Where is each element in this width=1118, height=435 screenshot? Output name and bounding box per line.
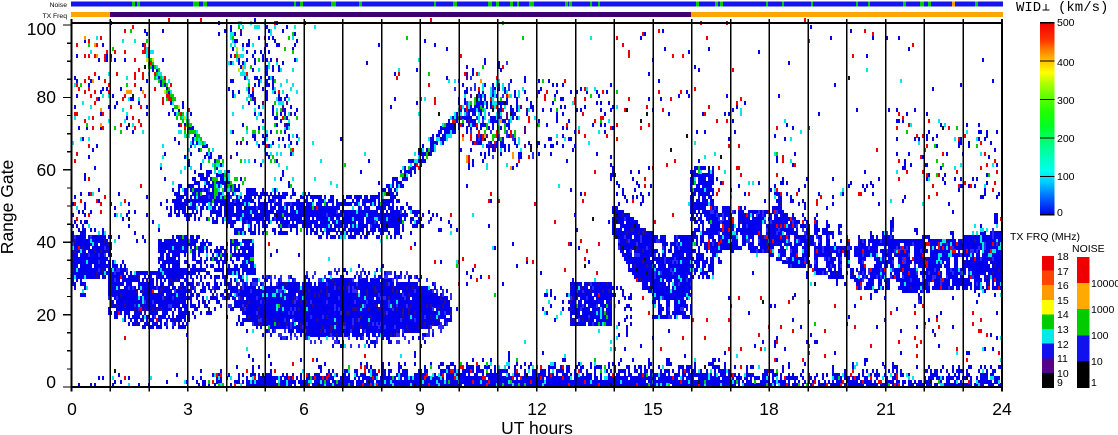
svg-text:18: 18 (1057, 251, 1069, 263)
svg-text:24: 24 (992, 399, 1012, 419)
svg-text:100: 100 (1091, 330, 1109, 342)
svg-text:12: 12 (1057, 339, 1069, 351)
svg-text:15: 15 (643, 399, 662, 419)
svg-text:10: 10 (1091, 356, 1103, 368)
svg-text:14: 14 (1057, 309, 1069, 321)
svg-text:0: 0 (46, 372, 56, 392)
svg-text:Range Gate: Range Gate (0, 160, 17, 254)
svg-text:3: 3 (183, 399, 193, 419)
svg-text:6: 6 (299, 399, 309, 419)
svg-text:Noise: Noise (50, 2, 68, 9)
svg-text:12: 12 (527, 399, 546, 419)
svg-text:20: 20 (37, 305, 57, 325)
svg-text:80: 80 (37, 87, 57, 107)
svg-text:18: 18 (759, 399, 778, 419)
svg-text:9: 9 (1057, 377, 1063, 389)
svg-text:1: 1 (1091, 377, 1097, 389)
svg-text:UT hours: UT hours (501, 418, 573, 435)
svg-text:1000: 1000 (1091, 304, 1115, 316)
svg-text:10000: 10000 (1091, 278, 1118, 290)
svg-text:40: 40 (37, 232, 57, 252)
svg-text:TX FRQ (MHz): TX FRQ (MHz) (1010, 231, 1080, 243)
svg-text:300: 300 (1057, 95, 1075, 107)
svg-text:100: 100 (1057, 171, 1075, 183)
svg-text:(km/s): (km/s) (1058, 0, 1108, 16)
svg-text:15: 15 (1057, 295, 1069, 307)
svg-text:21: 21 (876, 399, 895, 419)
svg-text:0: 0 (1057, 207, 1063, 219)
svg-text:TX Freq: TX Freq (42, 13, 67, 20)
svg-text:200: 200 (1057, 133, 1075, 145)
svg-text:NOISE: NOISE (1072, 243, 1105, 255)
svg-text:0: 0 (67, 399, 77, 419)
svg-text:WID: WID (1016, 0, 1041, 16)
svg-text:500: 500 (1057, 17, 1075, 29)
svg-text:100: 100 (27, 19, 56, 39)
svg-text:17: 17 (1057, 266, 1069, 278)
svg-text:13: 13 (1057, 324, 1069, 336)
svg-text:9: 9 (415, 399, 425, 419)
svg-text:60: 60 (37, 160, 57, 180)
svg-text:16: 16 (1057, 280, 1069, 292)
svg-text:400: 400 (1057, 57, 1075, 69)
svg-text:11: 11 (1057, 353, 1068, 365)
svg-text:10: 10 (1057, 368, 1069, 380)
